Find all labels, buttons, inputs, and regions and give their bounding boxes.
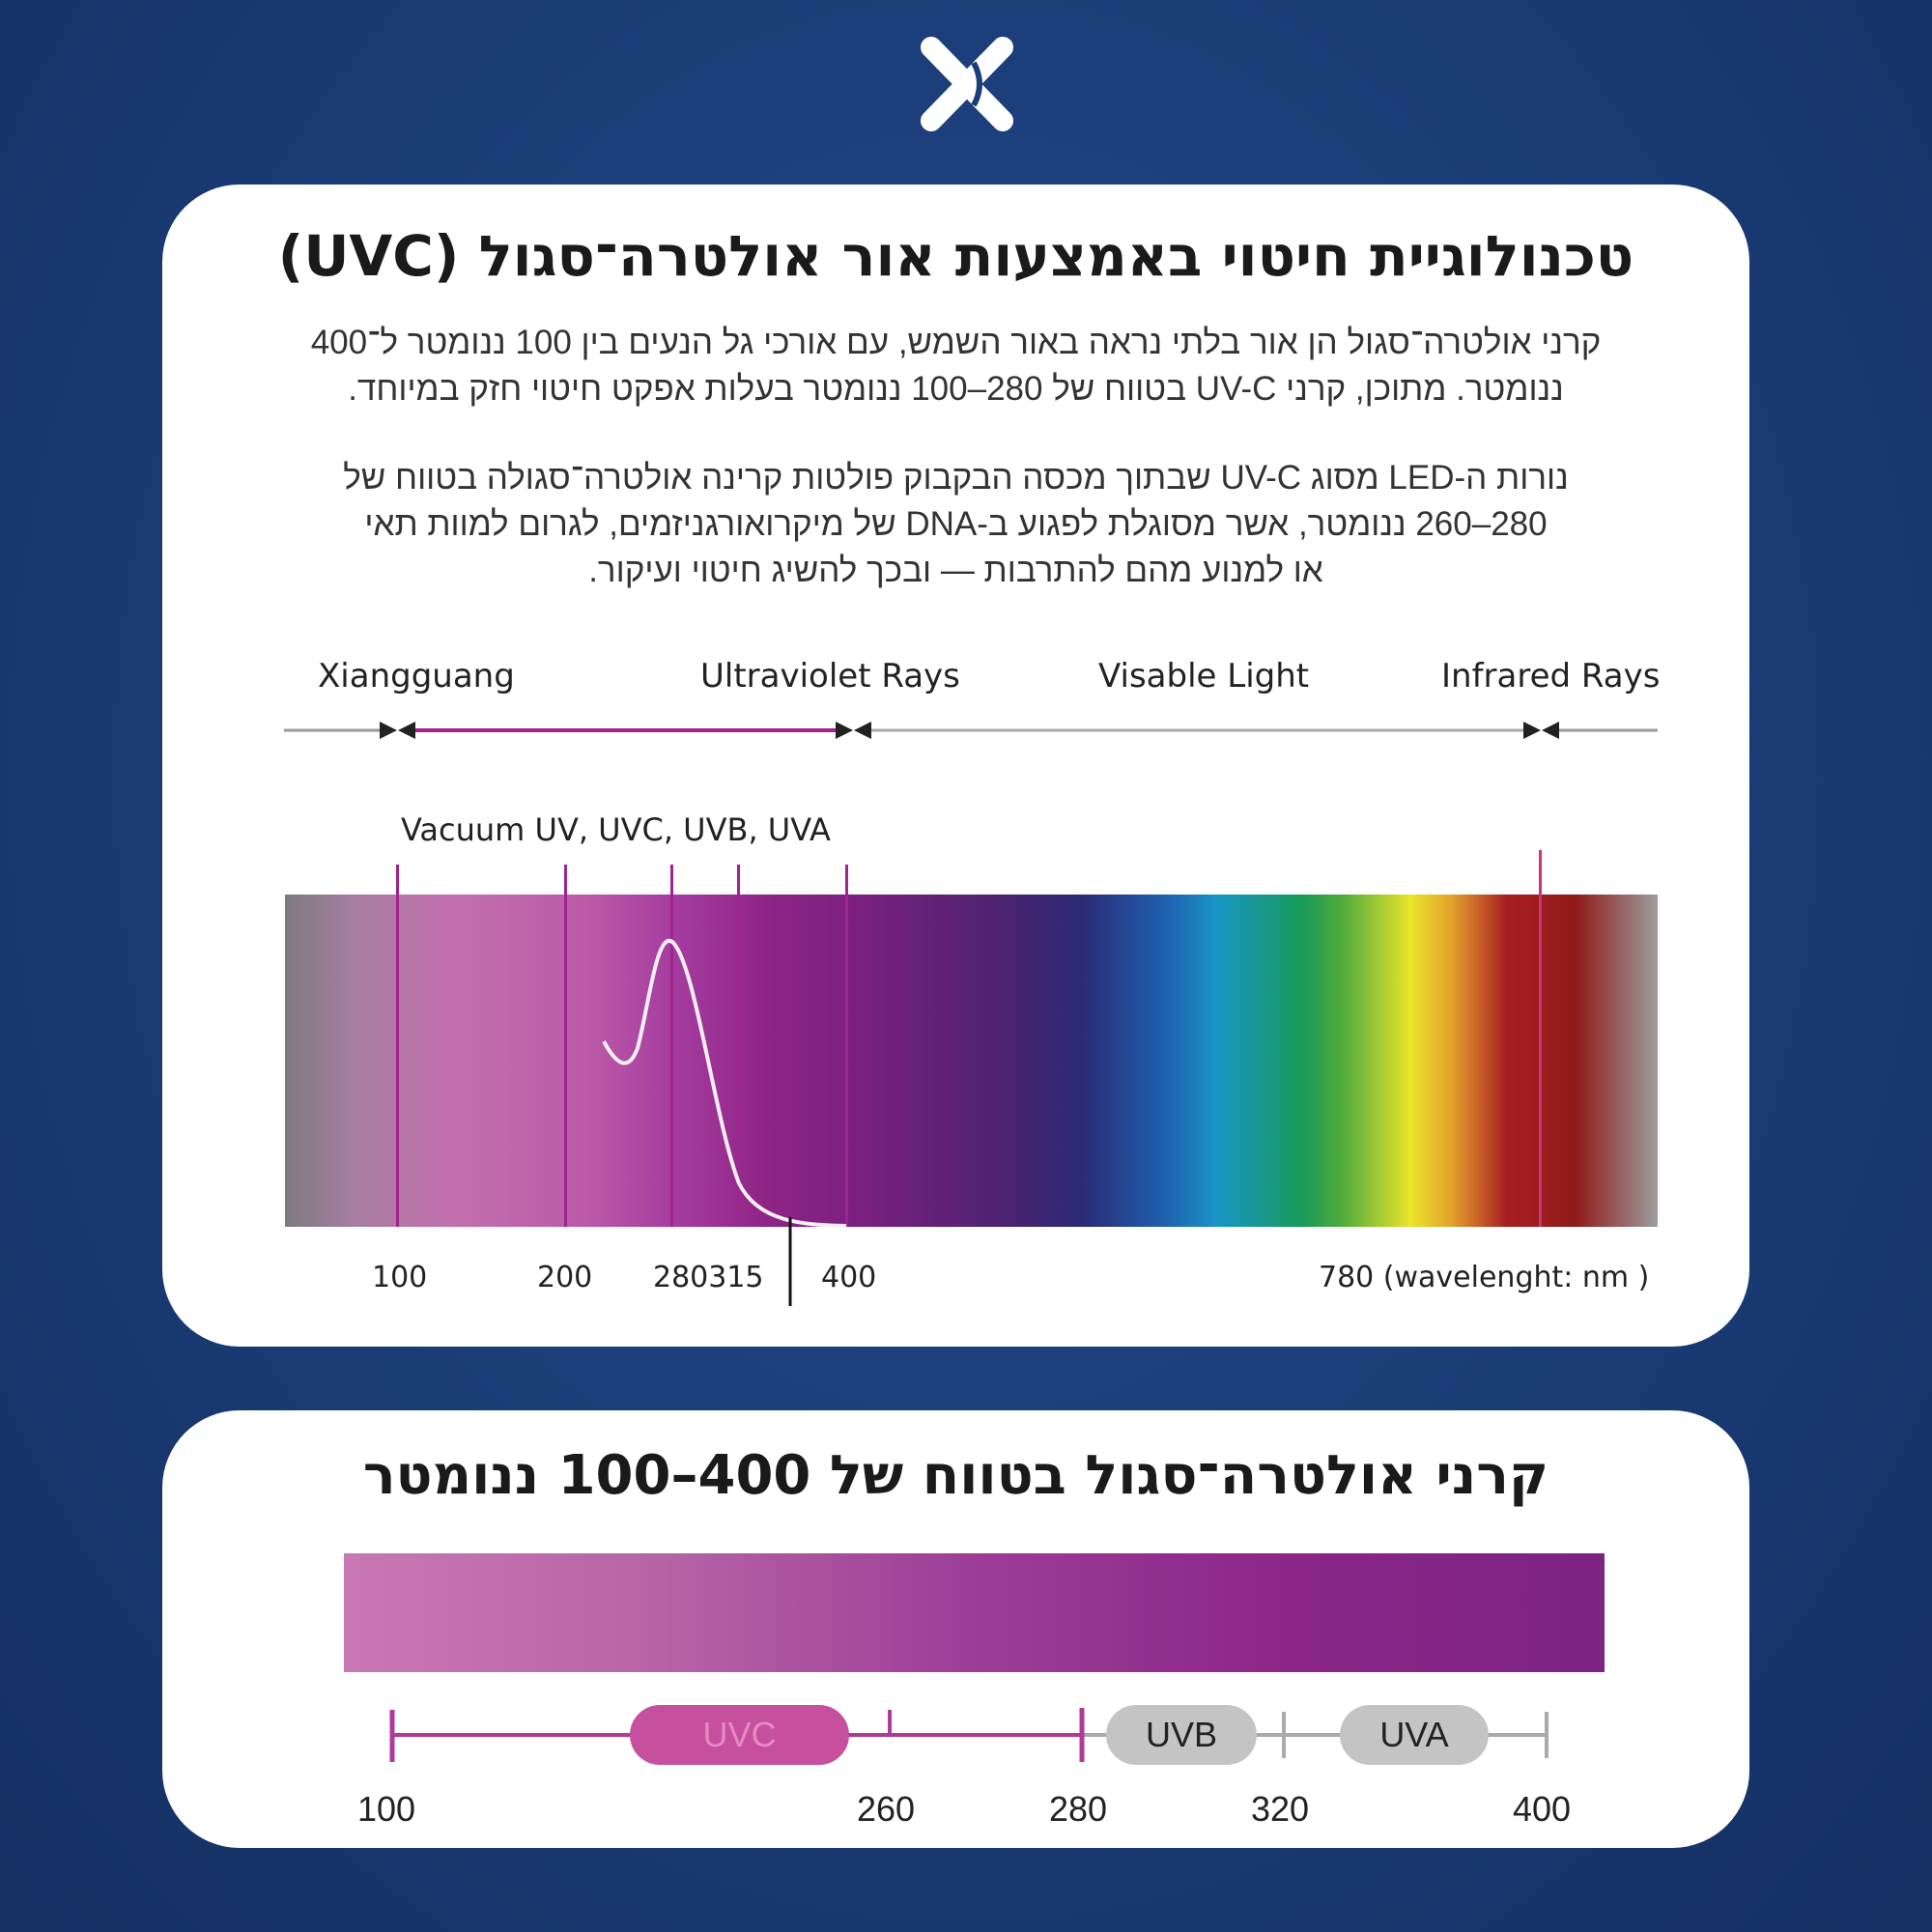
electromagnetic-spectrum-bar bbox=[285, 895, 1658, 1227]
scale-label-280: 280 bbox=[1049, 1789, 1108, 1829]
uv-range-scale bbox=[389, 1708, 1548, 1762]
tick-280 bbox=[670, 865, 673, 1227]
band-range-arrows bbox=[284, 722, 1658, 739]
tick-400 bbox=[845, 865, 848, 1227]
uvb-band-pill: UVB bbox=[1106, 1705, 1257, 1765]
text-line: או למנוע מהם להתרבות — ובכך להשיג חיטוי … bbox=[588, 552, 1323, 589]
tick-780 bbox=[1539, 850, 1542, 1227]
tick-200 bbox=[564, 865, 567, 1227]
xiangguang-logo-icon bbox=[921, 37, 1013, 131]
band-label-visible: Visable Light bbox=[1098, 657, 1310, 696]
tick-315 bbox=[737, 865, 740, 1227]
tick-label-400: 400 bbox=[821, 1261, 877, 1294]
scale-label-320: 320 bbox=[1251, 1789, 1310, 1829]
uva-band-pill: UVA bbox=[1340, 1705, 1489, 1765]
paragraph-2: נורות ה-LED מסוג UV-C שבתוך מכסה הבקבוק … bbox=[162, 455, 1749, 594]
text-line: ננומטר. מתוכן, קרני UV-C בטווח של 280–10… bbox=[348, 370, 1564, 408]
uv-subtypes-label: Vacuum UV, UVC, UVB, UVA bbox=[401, 811, 831, 848]
band-label-xiangguang: Xiangguang bbox=[318, 657, 515, 696]
tick-100 bbox=[396, 865, 399, 1227]
band-label-ultraviolet: Ultraviolet Rays bbox=[700, 657, 960, 696]
tick-label-100: 100 bbox=[372, 1261, 428, 1294]
tick-label-200: 200 bbox=[537, 1261, 593, 1294]
tick-label-780: 780 (wavelenght: nm ) bbox=[1319, 1261, 1650, 1294]
text-line: 280–260 ננומטר, אשר מסוגלת לפגוע ב-DNA ש… bbox=[364, 505, 1548, 543]
scale-label-400: 400 bbox=[1513, 1789, 1572, 1829]
uvc-emission-curve bbox=[602, 938, 847, 1306]
scale-label-260: 260 bbox=[857, 1789, 916, 1829]
uvc-band-pill: UVC bbox=[630, 1705, 849, 1765]
text-line: נורות ה-LED מסוג UV-C שבתוך מכסה הבקבוק … bbox=[343, 459, 1569, 497]
card-title: טכנולוגיית חיטוי באמצעות אור אולטרה־סגול… bbox=[277, 223, 1634, 289]
paragraph-1: קרני אולטרה־סגול הן אור בלתי נראה באור ה… bbox=[162, 320, 1749, 412]
scale-label-100: 100 bbox=[357, 1789, 416, 1829]
text-line: קרני אולטרה־סגול הן אור בלתי נראה באור ה… bbox=[310, 324, 1602, 361]
card2-title: קרני אולטרה־סגול בטווח של 400–100 ננומטר bbox=[362, 1444, 1549, 1507]
tick-label-280-315: 280315 bbox=[653, 1261, 764, 1294]
band-label-infrared: Infrared Rays bbox=[1441, 657, 1661, 696]
uv-gradient-bar bbox=[344, 1553, 1605, 1672]
